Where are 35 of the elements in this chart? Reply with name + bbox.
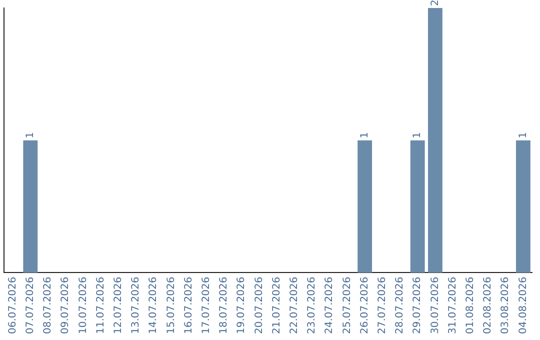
x-tick-label: 08.07.2026 (42, 276, 54, 334)
x-tick-label: 11.07.2026 (95, 276, 106, 334)
x-tick-label: 06.07.2026 (7, 276, 18, 334)
x-tick-label: 15.07.2026 (166, 276, 177, 334)
x-tick-label: 03.08.2026 (500, 276, 512, 334)
x-tick-label: 12.07.2026 (112, 276, 124, 334)
x-tick-label: 23.07.2026 (306, 276, 318, 334)
x-tick-label: 17.07.2026 (200, 276, 212, 334)
data-label: 1 (518, 132, 529, 138)
data-label: 1 (412, 132, 424, 138)
x-tick-label: 13.07.2026 (130, 276, 142, 334)
x-tick-label: 14.07.2026 (148, 276, 160, 334)
x-tick-label: 02.08.2026 (482, 276, 494, 334)
x-tick-label: 04.08.2026 (518, 276, 529, 334)
x-tick-label: 26.07.2026 (359, 276, 370, 334)
x-tick-label: 30.07.2026 (430, 276, 441, 334)
x-tick-label: 09.07.2026 (60, 276, 72, 334)
x-tick-label: 07.07.2026 (24, 276, 36, 334)
data-label: 1 (24, 132, 36, 138)
x-tick-label: 21.07.2026 (271, 276, 282, 334)
x-tick-label: 25.07.2026 (342, 276, 353, 334)
x-tick-label: 27.07.2026 (376, 276, 388, 334)
x-tick-label: 16.07.2026 (183, 276, 194, 334)
x-tick-label: 24.07.2026 (324, 276, 336, 334)
x-tick-label: 19.07.2026 (236, 276, 248, 334)
data-label: 2 (430, 0, 441, 6)
x-tick-label: 10.07.2026 (78, 276, 89, 334)
data-label: 1 (359, 132, 370, 138)
x-tick-label: 31.07.2026 (447, 276, 458, 334)
x-tick-label: 01.08.2026 (464, 276, 476, 334)
x-tick-label: 20.07.2026 (254, 276, 265, 334)
x-tick-label: 18.07.2026 (218, 276, 230, 334)
x-tick-label: 28.07.2026 (394, 276, 406, 334)
x-tick-label: 22.07.2026 (288, 276, 300, 334)
x-tick-label: 29.07.2026 (412, 276, 424, 334)
